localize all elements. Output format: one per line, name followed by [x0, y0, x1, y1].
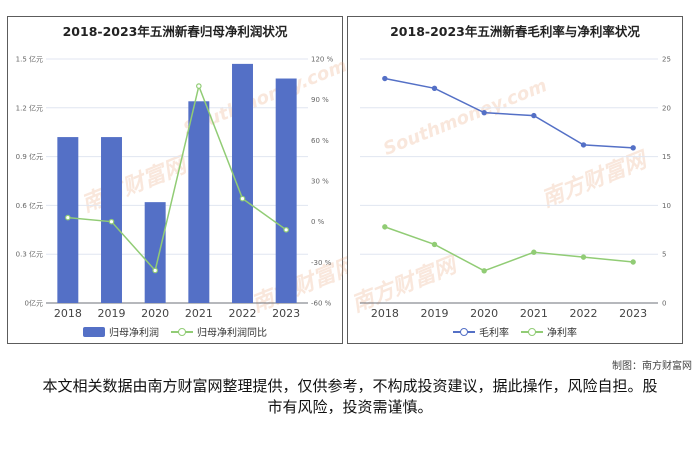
y-left-tick-label: 0.3 亿元	[16, 250, 43, 259]
y-left-tick-label: 1.5 亿元	[16, 55, 43, 64]
x-tick-label: 2018	[54, 307, 82, 320]
point	[382, 75, 388, 82]
chart-legend: 毛利率 净利率	[348, 324, 682, 339]
line-swatch	[453, 327, 475, 337]
bar	[188, 101, 210, 303]
y-tick-label: 20	[662, 104, 671, 112]
bar-swatch	[83, 326, 105, 337]
point	[481, 109, 487, 116]
x-tick-label: 2020	[470, 307, 498, 320]
point	[196, 83, 202, 89]
y-left-tick-label: 0.6 亿元	[16, 201, 43, 210]
legend-label: 净利率	[547, 328, 577, 339]
y-tick-label: 15	[662, 153, 671, 161]
y-right-tick-label: 60 %	[311, 137, 329, 145]
x-tick-label: 2021	[185, 307, 213, 320]
legend-item-yoy[interactable]: 归母净利润同比	[171, 324, 267, 339]
point	[239, 195, 246, 202]
y-left-tick-label: 0亿元	[25, 299, 43, 308]
y-right-tick-label: -30 %	[311, 259, 332, 267]
point	[152, 267, 158, 274]
series-line-yoy	[67, 83, 287, 273]
point	[382, 224, 388, 230]
point	[283, 227, 289, 233]
y-right-tick-label: 120 %	[311, 56, 334, 64]
y-right-tick-label: 0 %	[311, 218, 325, 226]
point	[630, 259, 636, 265]
y-right-tick-label: -60 %	[311, 300, 332, 308]
point	[65, 214, 71, 221]
point	[481, 268, 487, 274]
net-profit-chart-panel: 2018-2023年五洲新春归母净利润状况 南方财富网 Southmoney.c…	[7, 16, 360, 344]
legend-item-gross-margin[interactable]: 毛利率	[453, 324, 509, 339]
x-tick-label: 2022	[229, 307, 257, 320]
series-line	[384, 226, 634, 272]
point	[531, 112, 537, 119]
legend-item-net-margin[interactable]: 净利率	[521, 324, 577, 339]
line-swatch	[521, 327, 543, 337]
legend-label: 归母净利润同比	[197, 328, 267, 339]
point	[630, 145, 636, 151]
line-swatch	[171, 327, 193, 337]
net-profit-chart: 0亿元 0.3 亿元 0.6 亿元 0.9 亿元 1.2 亿元 1.5 亿元 -30 % 0 …	[16, 55, 334, 321]
y-left-tick-label: 1.2 亿元	[16, 103, 43, 112]
x-tick-label: 2018	[371, 307, 399, 320]
margin-chart-panel: 2018-2023年五洲新春毛利率与净利率状况 南方财富网 Southmoney…	[347, 16, 683, 344]
x-tick-label: 2019	[421, 307, 449, 320]
series-line	[384, 77, 634, 149]
bar	[144, 202, 166, 303]
legend-item-net-profit[interactable]: 归母净利润	[83, 324, 159, 339]
point	[531, 249, 537, 255]
legend-label: 归母净利润	[109, 328, 159, 339]
x-tick-label: 2021	[520, 307, 548, 320]
y-tick-label: 0	[662, 300, 666, 308]
disclaimer-text: 本文相关数据由南方财富网整理提供，仅供参考，不构成投资建议，据此操作，风险自担。…	[42, 377, 658, 416]
y-tick-label: 10	[662, 202, 671, 210]
legend-label: 毛利率	[479, 328, 509, 339]
point	[580, 142, 587, 148]
bar	[232, 63, 253, 303]
y-tick-label: 25	[662, 56, 671, 64]
point	[108, 218, 115, 225]
y-right-tick-label: 30 %	[311, 178, 329, 186]
x-tick-label: 2023	[272, 307, 300, 320]
y-tick-label: 5	[662, 251, 666, 259]
x-tick-label: 2022	[570, 307, 598, 320]
x-tick-label: 2020	[141, 307, 169, 320]
margin-chart: 0 5 10 15 20 25 2018 2019 2020 2021 2022 2023	[360, 56, 671, 320]
point	[431, 241, 438, 248]
point	[580, 254, 587, 260]
y-left-tick-label: 0.9 亿元	[16, 152, 43, 161]
chart-credit: 制图：南方财富网	[612, 361, 692, 372]
chart-title: 2018-2023年五洲新春毛利率与净利率状况	[390, 24, 640, 39]
chart-legend: 归母净利润 归母净利润同比	[8, 324, 342, 339]
chart-title: 2018-2023年五洲新春归母净利润状况	[62, 24, 288, 39]
x-tick-label: 2023	[619, 307, 647, 320]
point	[431, 85, 438, 91]
bar	[275, 78, 297, 303]
y-right-tick-label: 90 %	[311, 96, 329, 104]
x-tick-label: 2019	[98, 307, 126, 320]
